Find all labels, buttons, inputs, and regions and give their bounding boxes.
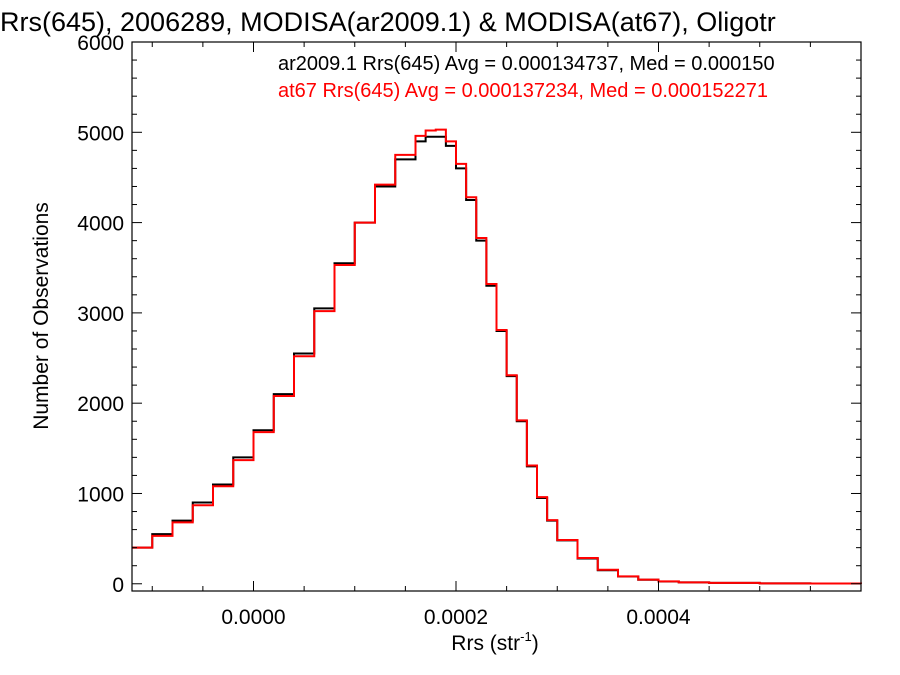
series-layer [132,128,862,585]
x-axis-label-superscript: -1 [520,629,532,644]
y-tick-label: 0 [112,574,124,597]
legend-entry-at67: at67 Rrs(645) Avg = 0.000137234, Med = 0… [278,80,768,102]
y-tick-label: 3000 [77,303,124,326]
y-tick-label: 1000 [77,483,124,506]
x-tick-label: 0.0000 [221,606,285,629]
y-tick-label: 2000 [77,393,124,416]
plot-frame [131,41,862,592]
y-tick-label: 5000 [77,122,124,145]
series-line-1 [132,128,862,585]
y-tick-label: 6000 [77,32,124,55]
x-axis-ticks: 0.0000 0.0002 0.0004 [151,42,862,629]
x-tick-label: 0.0004 [626,606,691,629]
y-axis-label: Number of Observations [30,202,53,430]
x-axis-label: Rrs (str-1) [451,629,538,655]
x-tick-label: 0.0002 [424,606,488,629]
y-axis-ticks: 0 1000 2000 3000 4000 5000 6000 [77,32,861,597]
x-axis-label-main: Rrs (str [451,632,520,655]
chart-title: Rrs(645), 2006289, MODISA(ar2009.1) & MO… [0,7,776,37]
x-axis-label-close: ) [532,632,539,655]
y-tick-label: 4000 [77,213,124,236]
legend-entry-ar2009: ar2009.1 Rrs(645) Avg = 0.000134737, Med… [278,53,775,75]
